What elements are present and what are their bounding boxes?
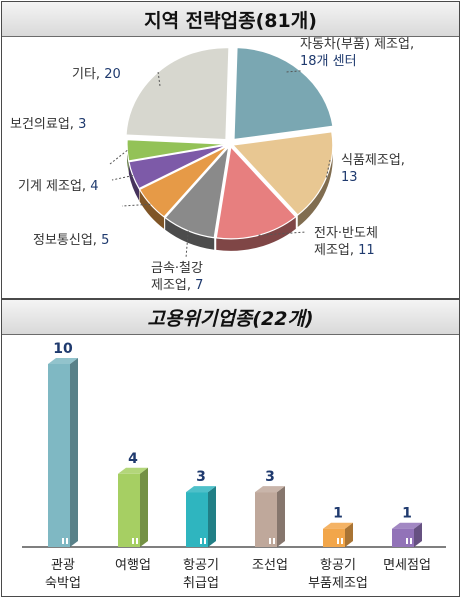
bar-category-label-4-1: 부품제조업 <box>308 576 368 591</box>
bar-chart-title: 고용위기업종(22개) <box>147 307 314 330</box>
pie-leader-line-3 <box>185 230 189 259</box>
bar-value-label-3: 3 <box>265 469 275 485</box>
section-divider <box>2 298 459 300</box>
pie-slice-3 <box>164 144 230 239</box>
pie-chart-title: 지역 전략업종(81개) <box>144 9 317 32</box>
pie-leader-line-1 <box>325 159 331 178</box>
pie-leader-line-6 <box>109 149 128 165</box>
bar-top-4 <box>323 522 353 529</box>
pie-label-0-0: 자동차(부품) 제조업, <box>300 37 414 52</box>
pie-label-4-0: 정보통신업, 5 <box>33 233 109 248</box>
pie-slice-6 <box>126 139 228 162</box>
bar-mark-b-0 <box>66 538 68 544</box>
bar-0 <box>48 364 70 547</box>
bar-mark-b-4 <box>341 538 343 544</box>
bar-1 <box>118 473 140 547</box>
pie-label-1-0: 식품제조업, <box>341 153 405 168</box>
bar-value-label-5: 1 <box>402 506 412 522</box>
pie-label-3-0: 금속·철강 <box>151 261 203 276</box>
bar-side-5 <box>414 522 422 547</box>
bar-mark-b-3 <box>273 538 275 544</box>
pie-leader-line-4 <box>121 203 151 207</box>
bar-category-label-2-1: 취급업 <box>183 576 219 591</box>
bar-side-4 <box>345 522 353 547</box>
bar-side-2 <box>208 486 216 547</box>
bar-value-label-4: 1 <box>333 506 343 522</box>
pie-chart-title-bar: 지역 전략업종(81개) <box>2 2 459 37</box>
bar-side-0 <box>70 358 78 547</box>
bar-chart-title-bar: 고용위기업종(22개) <box>2 300 459 335</box>
pie-label-1-1: 13 <box>341 170 358 185</box>
bar-5 <box>392 528 414 547</box>
bar-side-3 <box>277 486 285 547</box>
bar-4 <box>323 528 345 547</box>
bar-category-label-4-0: 항공기 <box>320 558 356 573</box>
pie-label-0-1: 18개 센터 <box>300 54 357 69</box>
bar-top-1 <box>118 467 148 474</box>
bar-top-0 <box>48 358 78 364</box>
bar-mark-a-5 <box>406 538 408 544</box>
pie-label-7-0: 기타, 20 <box>72 67 121 82</box>
bar-category-label-5-0: 면세점업 <box>383 558 431 573</box>
pie-label-2-0: 전자·반도체 <box>314 226 378 241</box>
pie-slice-side-2 <box>216 216 296 251</box>
bar-value-label-0: 10 <box>53 341 73 357</box>
bar-value-label-1: 4 <box>128 451 138 467</box>
bar-mark-b-1 <box>136 538 138 544</box>
pie-label-5-0: 기계 제조업, 4 <box>18 179 98 194</box>
pie-label-2-1: 제조업, 11 <box>314 243 375 258</box>
bar-mark-a-2 <box>200 538 202 544</box>
bar-category-label-2-0: 항공기 <box>183 558 219 573</box>
bar-mark-a-1 <box>132 538 134 544</box>
bar-mark-a-4 <box>337 538 339 544</box>
bar-category-label-0-0: 관광 <box>51 558 75 573</box>
bar-mark-b-5 <box>410 538 412 544</box>
bar-top-5 <box>392 522 422 529</box>
pie-leader-line-5 <box>111 175 133 181</box>
bar-top-2 <box>186 486 216 493</box>
pie-slice-2 <box>215 145 297 240</box>
pie-slice-4 <box>138 145 229 218</box>
bar-side-1 <box>140 467 148 547</box>
bar-category-label-3-0: 조선업 <box>252 558 288 573</box>
pie-slice-5 <box>128 144 228 190</box>
bar-2 <box>186 492 208 547</box>
pie-label-6-0: 보건의료업, 3 <box>10 117 86 132</box>
pie-label-3-1: 제조업, 7 <box>151 278 203 293</box>
pie-slice-side-5 <box>128 161 140 201</box>
pie-slice-7 <box>125 47 230 141</box>
bar-mark-a-3 <box>269 538 271 544</box>
bar-category-label-0-1: 숙박업 <box>45 576 81 591</box>
bar-mark-b-2 <box>204 538 206 544</box>
bar-mark-a-0 <box>62 538 64 544</box>
bar-category-label-1-0: 여행업 <box>115 557 151 573</box>
bar-3 <box>255 492 277 547</box>
bar-value-label-2: 3 <box>196 469 206 485</box>
pie-leader-line-0 <box>285 70 301 73</box>
bar-top-3 <box>255 486 285 493</box>
pie-slice-side-1 <box>297 145 333 228</box>
